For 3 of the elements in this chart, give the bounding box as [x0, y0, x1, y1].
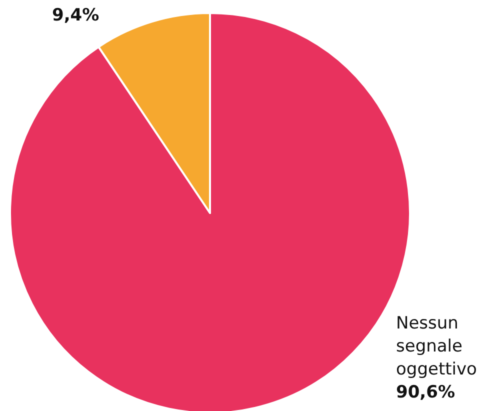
data-label: 90,6%	[396, 382, 455, 402]
data-label: 9,4%	[52, 6, 100, 26]
slice-label: Nessun segnale oggettivo	[396, 314, 477, 380]
